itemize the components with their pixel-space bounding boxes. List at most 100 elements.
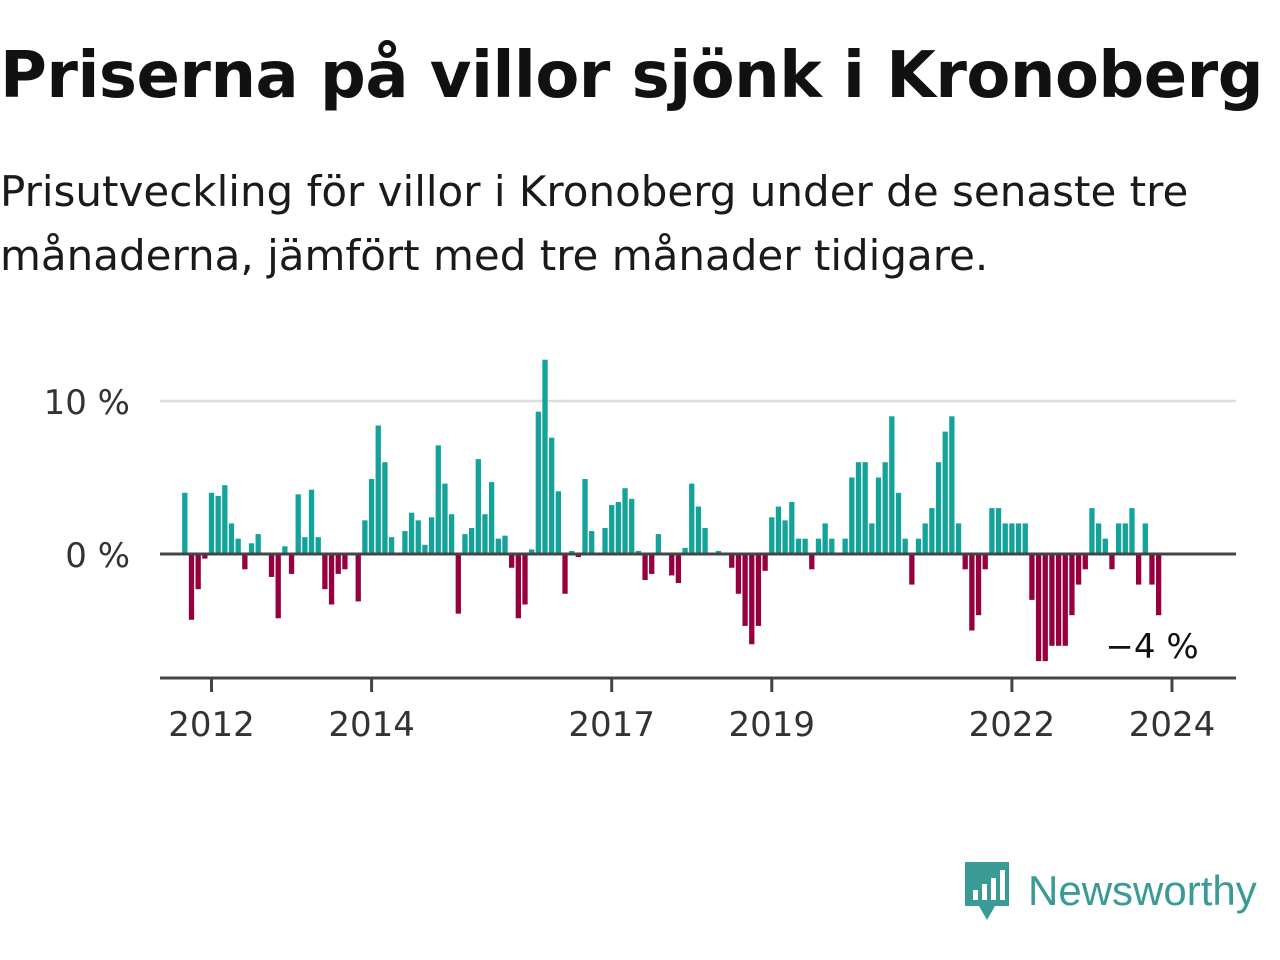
bar (655, 534, 662, 554)
bar (242, 554, 248, 570)
bar (208, 492, 215, 554)
bar (1075, 554, 1082, 585)
bar (315, 537, 321, 554)
bar (569, 550, 575, 554)
bar (248, 543, 255, 554)
bar (549, 437, 555, 554)
bar (382, 462, 388, 554)
bar (1109, 554, 1115, 570)
bar (1035, 554, 1042, 662)
bar (742, 554, 748, 626)
bar (295, 494, 301, 554)
bar (789, 501, 795, 554)
bar (408, 512, 415, 554)
bar (962, 554, 968, 570)
x-tick-label: 2014 (328, 705, 415, 745)
bar (1015, 523, 1022, 554)
bar (1022, 523, 1028, 554)
bar (388, 537, 395, 554)
bar (368, 479, 375, 554)
bar (529, 549, 535, 554)
y-tick-label: 10 % (44, 383, 130, 423)
bar (468, 527, 475, 554)
bar (989, 508, 995, 554)
bar (495, 538, 501, 554)
bar (582, 479, 588, 554)
bar (428, 517, 435, 554)
bar (1135, 554, 1142, 585)
bar (755, 554, 762, 626)
bar (782, 520, 788, 554)
bar (695, 506, 702, 554)
bars (182, 359, 1162, 662)
bar (829, 538, 835, 554)
bar (1029, 554, 1035, 600)
bar (1009, 523, 1015, 554)
bar (689, 483, 695, 554)
bar (502, 535, 508, 554)
bar (535, 411, 541, 554)
bar (509, 554, 515, 568)
bar (1129, 508, 1135, 554)
bar-chart: 0 % 10 % 2012 2014 2017 2019 2022 2024 −4 % (44, 359, 1236, 745)
bar (822, 523, 828, 554)
bar (308, 489, 315, 554)
bar (669, 554, 675, 576)
bar (435, 445, 441, 554)
bar (228, 523, 235, 554)
bar (729, 554, 735, 568)
bar (1055, 554, 1062, 646)
bar (1115, 523, 1122, 554)
brand-logo: Newsworthy (962, 860, 1257, 922)
bar (942, 431, 948, 554)
bar (275, 554, 281, 619)
bar (282, 546, 288, 554)
bar (929, 508, 935, 554)
bar (995, 508, 1002, 554)
bar (895, 492, 902, 554)
bar (602, 527, 608, 554)
bar (855, 462, 862, 554)
x-tick-label: 2022 (969, 705, 1056, 745)
bar (642, 554, 648, 581)
bar (235, 538, 241, 554)
x-tick-label: 2012 (168, 705, 255, 745)
bar (362, 520, 368, 554)
bar (802, 538, 808, 554)
newsworthy-logo-icon (965, 862, 1009, 920)
bar (955, 523, 962, 554)
bar (609, 505, 615, 554)
bar (442, 483, 448, 554)
bar (202, 554, 208, 559)
bar (882, 462, 888, 554)
bar (195, 554, 201, 590)
bar (255, 534, 261, 554)
bar (875, 477, 882, 554)
bar (562, 554, 568, 594)
bar (1122, 523, 1128, 554)
bar (589, 531, 595, 554)
bar (402, 531, 408, 554)
bar (1002, 523, 1008, 554)
last-value-label: −4 % (1105, 627, 1198, 667)
bar (849, 477, 855, 554)
bar (815, 538, 822, 554)
bar (488, 482, 495, 554)
bar (335, 554, 341, 574)
bar (542, 359, 548, 554)
bar (915, 538, 922, 554)
bar (288, 554, 295, 574)
bar (1062, 554, 1068, 646)
bar (1095, 523, 1102, 554)
bar (415, 520, 421, 554)
brand-name: Newsworthy (1028, 867, 1257, 914)
y-tick-label: 0 % (65, 536, 130, 576)
bar (448, 514, 455, 554)
bar (1049, 554, 1055, 646)
bar (475, 459, 481, 554)
bar (1042, 554, 1048, 662)
bar (575, 554, 581, 558)
bar (909, 554, 915, 585)
bar (982, 554, 988, 570)
bar (188, 554, 195, 620)
